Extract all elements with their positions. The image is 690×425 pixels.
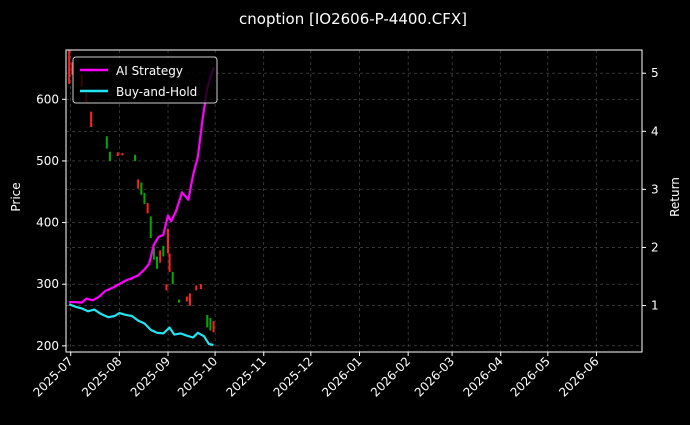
candle bbox=[178, 299, 181, 303]
legend-box bbox=[72, 56, 218, 104]
candle bbox=[195, 285, 198, 291]
y-tick-label: 300 bbox=[36, 277, 59, 291]
y-axis-label: Price bbox=[9, 182, 23, 211]
candle bbox=[168, 253, 171, 272]
legend: AI Strategy Buy-and-Hold bbox=[72, 56, 218, 104]
candle bbox=[206, 315, 209, 328]
y-tick-label: 400 bbox=[36, 216, 59, 230]
candle bbox=[152, 247, 155, 260]
candle bbox=[165, 284, 168, 291]
candle bbox=[209, 318, 212, 331]
y2-tick-label: 1 bbox=[651, 299, 659, 313]
buy-and-hold-line bbox=[68, 303, 214, 347]
candle bbox=[171, 271, 174, 285]
candle bbox=[116, 152, 119, 157]
legend-label-ai-strategy: AI Strategy bbox=[116, 64, 183, 78]
candle bbox=[149, 216, 152, 238]
candle bbox=[159, 250, 162, 263]
candle bbox=[68, 50, 71, 84]
y-tick-label: 600 bbox=[36, 92, 59, 106]
legend-label-buy-and-hold: Buy-and-Hold bbox=[116, 85, 197, 99]
y-tick-label: 500 bbox=[36, 154, 59, 168]
plot-frame bbox=[65, 49, 643, 353]
candle bbox=[71, 62, 74, 75]
candle bbox=[188, 293, 191, 306]
y-tick-label: 200 bbox=[36, 339, 59, 353]
candle bbox=[146, 202, 149, 214]
candle bbox=[90, 111, 93, 128]
candle bbox=[162, 245, 165, 257]
candle bbox=[167, 228, 170, 254]
y2-tick-label: 5 bbox=[651, 66, 659, 80]
chart-title: cnoption [IO2606-P-4400.CFX] bbox=[239, 10, 467, 28]
candle bbox=[105, 136, 108, 149]
series-layer bbox=[68, 67, 215, 347]
candle bbox=[140, 182, 143, 195]
y2-tick-label: 2 bbox=[651, 240, 659, 254]
candle bbox=[121, 152, 124, 156]
candle bbox=[156, 256, 159, 269]
y2-tick-label: 3 bbox=[651, 182, 659, 196]
candle bbox=[134, 154, 137, 161]
candle bbox=[108, 151, 111, 161]
candle bbox=[143, 192, 146, 205]
candle bbox=[199, 284, 202, 290]
ai-strategy-line bbox=[69, 67, 215, 304]
y2-tick-label: 4 bbox=[651, 124, 659, 138]
candle bbox=[137, 179, 140, 189]
candle bbox=[212, 321, 215, 333]
candle bbox=[185, 296, 188, 302]
y2-axis-label: Return bbox=[668, 177, 682, 217]
